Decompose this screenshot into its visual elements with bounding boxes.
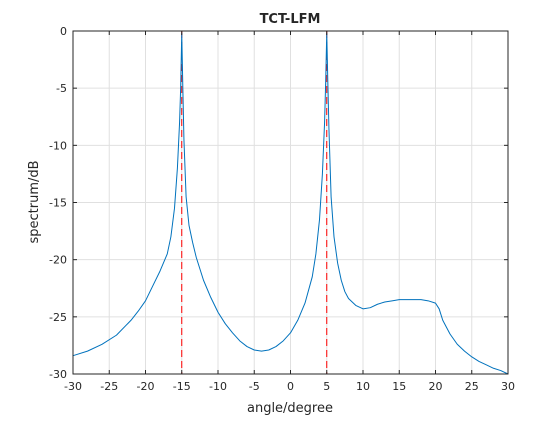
x-tick-label: 10: [356, 380, 370, 393]
x-tick-label: -20: [137, 380, 155, 393]
y-tick-label: 0: [60, 25, 67, 38]
ticks: -30 -25 -20 -15 -10 -5 0 5 10 15 20 25 30 0 -5 -10 -15 -2…: [49, 25, 515, 393]
x-tick-label: 25: [465, 380, 479, 393]
y-tick-label: -25: [49, 311, 67, 324]
y-axis-label: spectrum/dB: [27, 160, 42, 243]
y-tick-label: -10: [49, 139, 67, 152]
y-tick-label: -20: [49, 254, 67, 267]
x-tick-label: -5: [249, 380, 260, 393]
x-axis-label: angle/degree: [247, 401, 333, 416]
spectrum-line: [72, 32, 509, 375]
x-tick-label: 15: [392, 380, 406, 393]
y-tick-label: -15: [49, 197, 67, 210]
x-tick-label: 0: [287, 380, 294, 393]
x-tick-label: -30: [64, 380, 82, 393]
x-tick-label: 5: [323, 380, 330, 393]
chart-title: TCT-LFM: [260, 12, 321, 27]
series-layer: [72, 32, 509, 375]
reference-lines: [181, 31, 328, 374]
y-tick-label: -5: [56, 82, 67, 95]
x-tick-label: 30: [501, 380, 515, 393]
x-tick-label: 20: [429, 380, 443, 393]
x-tick-label: -10: [209, 380, 227, 393]
y-tick-label: -30: [49, 368, 67, 381]
x-tick-label: -15: [173, 380, 191, 393]
x-tick-label: -25: [100, 380, 118, 393]
